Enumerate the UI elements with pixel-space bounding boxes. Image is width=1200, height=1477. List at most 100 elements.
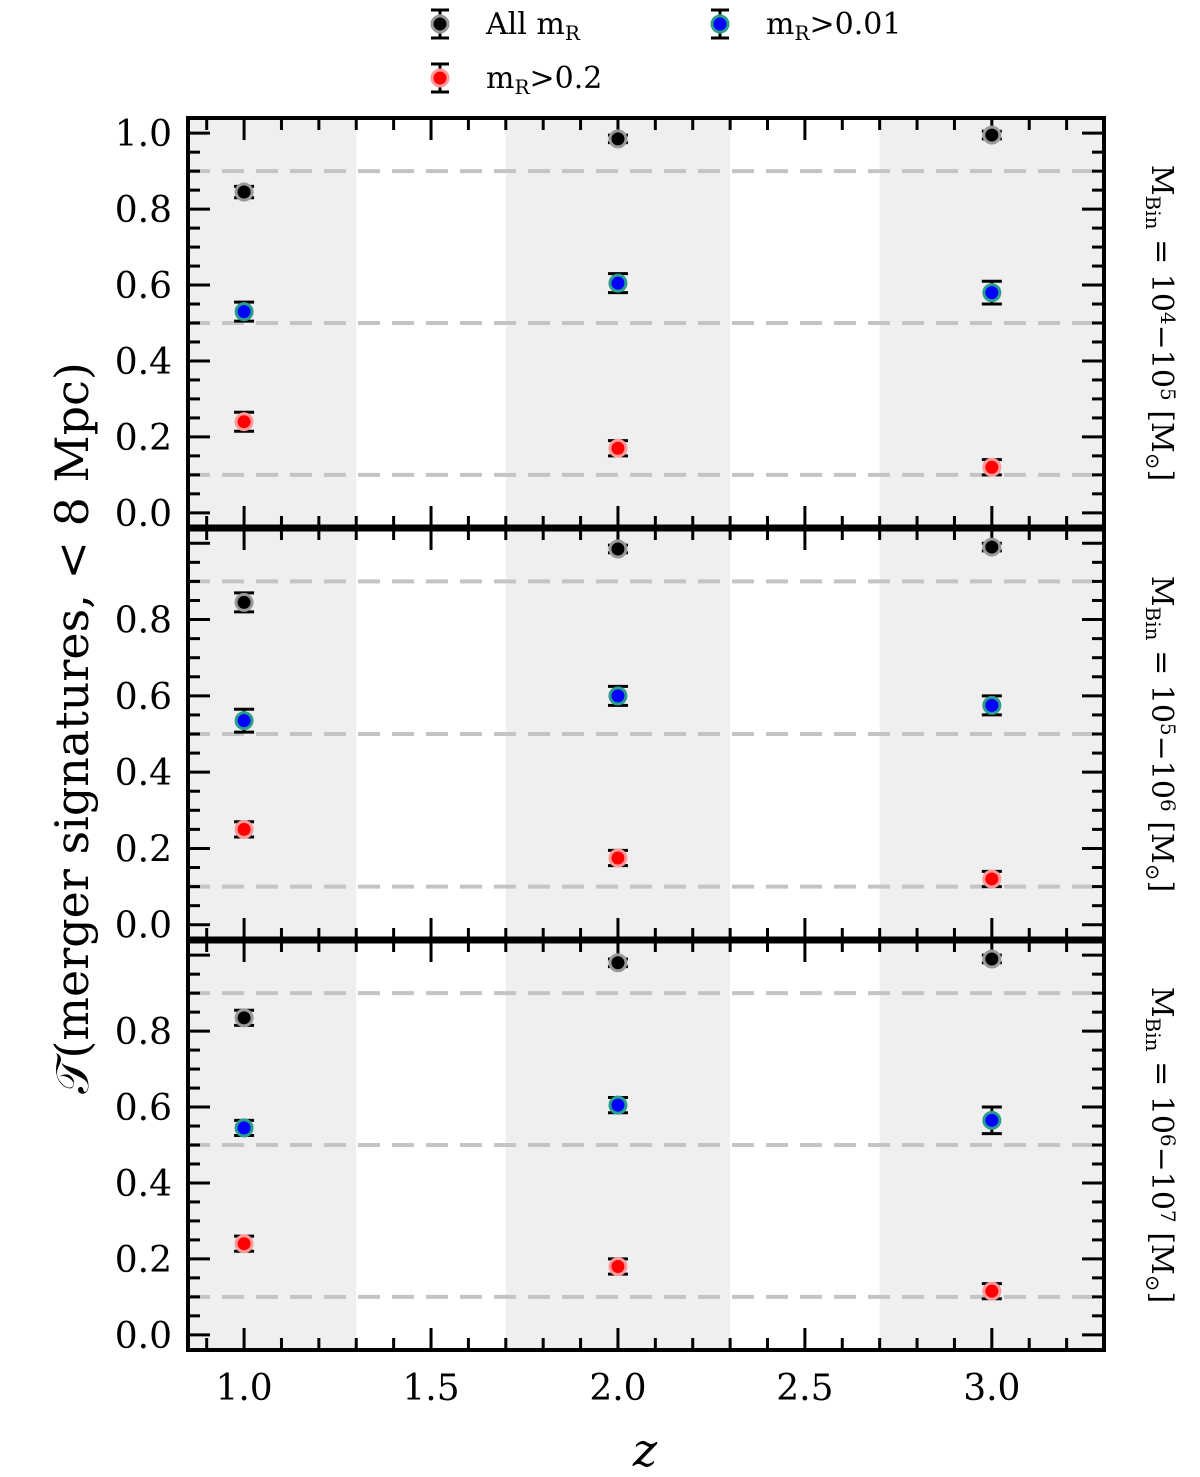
right-label-part: = 10: [1144, 641, 1179, 723]
right-label-part: ]: [1144, 469, 1179, 481]
legend-entry: mR>0.01: [710, 7, 902, 45]
right-label-part: Bin: [1141, 196, 1165, 230]
panel-3: 0.0 0.2 0.4 0.6 0.8 MBin = 106−107 [M⊙]: [115, 938, 1180, 1357]
data-point: [608, 686, 628, 706]
y-tick-label: 0.0: [115, 1316, 172, 1357]
data-point: [234, 1118, 254, 1138]
legend-label-sub: R: [514, 75, 530, 99]
right-label-part: −: [1144, 1147, 1179, 1172]
data-point: [608, 438, 628, 458]
right-label-part: M: [1144, 576, 1179, 607]
data-point: [982, 949, 1002, 969]
right-label-part: 10: [1144, 350, 1179, 388]
data-point: [608, 539, 628, 559]
data-point: [608, 848, 628, 868]
panel-right-label: MBin = 104−105 [M⊙]: [1141, 165, 1180, 481]
right-label-part: Bin: [1141, 607, 1165, 641]
right-label-part: −: [1144, 325, 1179, 350]
legend-marker: [710, 14, 730, 34]
y-axis-label: 𝒯(merger signatures, < 8 Mpc): [45, 362, 99, 1094]
right-label-part: 6: [1156, 1134, 1180, 1147]
right-label-part: M: [1144, 165, 1179, 196]
data-point: [608, 129, 628, 149]
right-label-part: 6: [1156, 799, 1180, 812]
y-tick-label: 0.6: [115, 266, 172, 307]
data-point: [982, 1110, 1002, 1130]
right-label-part: ⊙: [1141, 864, 1165, 881]
y-tick-label: 0.2: [115, 418, 172, 459]
panel-right-label: MBin = 106−107 [M⊙]: [1141, 987, 1180, 1303]
y-tick-label: 0.4: [115, 753, 172, 794]
right-label-part: [M: [1144, 401, 1179, 453]
legend-label-main: m: [486, 61, 514, 96]
data-point: [982, 457, 1002, 477]
y-tick-label: 0.8: [115, 1012, 172, 1053]
y-tick-label: 0.6: [115, 677, 172, 718]
right-label-part: ]: [1144, 1291, 1179, 1303]
panel-2: 0.0 0.2 0.4 0.6 0.8 MBin = 105−106 [M⊙]: [115, 526, 1180, 947]
x-tick-label: 1.0: [215, 1368, 272, 1409]
legend-marker: [430, 68, 450, 88]
data-point: [982, 537, 1002, 557]
y-tick-label: 0.8: [115, 190, 172, 231]
data-point: [234, 412, 254, 432]
data-point: [982, 695, 1002, 715]
data-point: [234, 819, 254, 839]
y-tick-label: 0.0: [115, 494, 172, 535]
y-tick-label: 0.4: [115, 342, 172, 383]
legend-label-suffix: >0.01: [810, 7, 902, 42]
y-tick-label: 0.4: [115, 1164, 172, 1205]
legend-entry: mR>0.2: [430, 61, 602, 99]
data-point: [982, 869, 1002, 889]
right-label-part: = 10: [1144, 1052, 1179, 1134]
y-tick-label: 0.2: [115, 829, 172, 870]
right-label-part: ⊙: [1141, 1275, 1165, 1292]
legend-label-sub: R: [565, 21, 581, 45]
x-tick-label: 3.0: [963, 1368, 1020, 1409]
legend-label-main: m: [766, 7, 794, 42]
right-label-part: 10: [1144, 1172, 1179, 1210]
y-tick-label: 0.0: [115, 906, 172, 947]
legend-marker: [430, 14, 450, 34]
data-point: [608, 1095, 628, 1115]
x-axis-label: z: [632, 1423, 658, 1477]
data-point: [982, 283, 1002, 303]
right-label-part: −: [1144, 736, 1179, 761]
right-label-part: 4: [1156, 312, 1180, 325]
data-point: [608, 953, 628, 973]
right-label-part: M: [1144, 987, 1179, 1018]
x-tick-label: 2.0: [589, 1368, 646, 1409]
x-tick-label: 2.5: [776, 1368, 833, 1409]
data-point: [234, 592, 254, 612]
legend-label: All mR: [485, 7, 581, 45]
data-point: [234, 1234, 254, 1254]
data-point: [234, 711, 254, 731]
legend-entry: All mR: [430, 7, 581, 45]
data-point: [982, 125, 1002, 145]
right-label-part: [M: [1144, 812, 1179, 864]
data-point: [608, 1256, 628, 1276]
right-label-part: 10: [1144, 761, 1179, 799]
y-tick-label: 0.6: [115, 1088, 172, 1129]
legend-label-sub: R: [794, 21, 810, 45]
data-point: [982, 1281, 1002, 1301]
x-tick-label: 1.5: [402, 1368, 459, 1409]
data-point: [234, 302, 254, 322]
y-tick-label: 1.0: [115, 114, 172, 155]
panel-right-label: MBin = 105−106 [M⊙]: [1141, 576, 1180, 892]
y-tick-label: 0.8: [115, 601, 172, 642]
right-label-part: 7: [1156, 1210, 1180, 1223]
data-point: [234, 182, 254, 202]
x-axis: 1.0 1.5 2.0 2.5 3.0: [215, 1368, 1020, 1409]
right-label-part: 5: [1156, 723, 1180, 736]
legend-label: mR>0.2: [486, 61, 602, 99]
data-point: [608, 273, 628, 293]
right-label-part: = 10: [1144, 230, 1179, 312]
legend-label-main: All m: [485, 7, 565, 42]
right-label-part: ]: [1144, 880, 1179, 892]
legend-label-suffix: >0.2: [530, 61, 603, 96]
panel-1: 0.0 0.2 0.4 0.6 0.8 1.0 MBin = 104−105 [M⊙]: [115, 114, 1180, 535]
